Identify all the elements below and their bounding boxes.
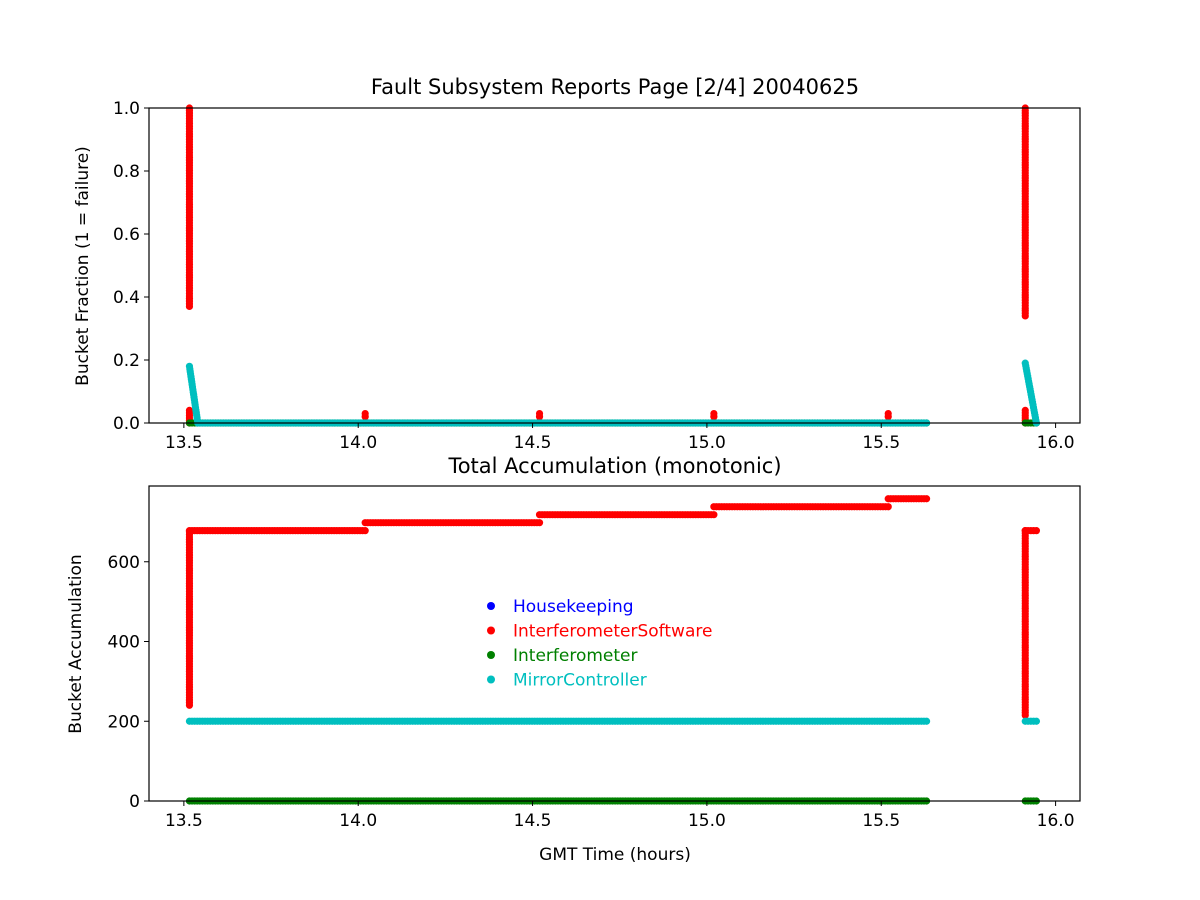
mirrorcontroller-point: [1032, 717, 1041, 725]
x-tick-label: 15.5: [862, 433, 900, 453]
fraction-chart-frame: [148, 107, 1081, 424]
interferometersoftware-point: [361, 527, 369, 535]
y-tick-label: 0.8: [113, 162, 140, 182]
y-tick-label: 600: [108, 553, 140, 573]
y-tick-label: 0.4: [113, 288, 140, 308]
legend-marker-interferometersoftware: [487, 626, 495, 635]
fraction-chart-marks: [185, 104, 1041, 427]
x-tick-label: 15.0: [688, 811, 726, 831]
interferometersoftware-point: [922, 495, 931, 503]
x-tick-label: 14.0: [339, 433, 377, 453]
interferometersoftware-point: [884, 503, 892, 511]
interferometersoftware-point: [535, 519, 544, 527]
legend-label-housekeeping: Housekeeping: [513, 597, 634, 617]
y-tick-label: 0: [129, 792, 140, 812]
accumulation-chart-xlabel: GMT Time (hours): [539, 845, 691, 865]
fraction-chart: Fault Subsystem Reports Page [2/4] 20040…: [73, 75, 1081, 453]
mirrorcontroller-point: [922, 717, 931, 725]
x-tick-label: 14.0: [339, 811, 377, 831]
legend-label-mirrorcontroller: MirrorController: [513, 671, 647, 691]
legend: Housekeeping InterferometerSoftware Interf…: [487, 597, 712, 691]
x-tick-label: 14.5: [514, 811, 552, 831]
y-tick-label: 0.6: [113, 225, 140, 245]
y-tick-label: 200: [108, 712, 140, 732]
legend-marker-mirrorcontroller: [487, 675, 495, 684]
x-tick-label: 15.0: [688, 433, 726, 453]
interferometersoftware-point: [1021, 406, 1029, 414]
x-tick-label: 15.5: [862, 811, 900, 831]
y-tick-label: 0.0: [113, 414, 140, 434]
interferometersoftware-point: [1032, 527, 1041, 535]
x-tick-label: 16.0: [1037, 433, 1075, 453]
interferometersoftware-point: [361, 409, 369, 418]
accumulation-chart: Total Accumulation (monotonic) Bucket Ac…: [66, 454, 1081, 865]
x-tick-label: 14.5: [514, 433, 552, 453]
fraction-chart-ylabel: Bucket Fraction (1 = failure): [73, 146, 93, 386]
fraction-chart-ticks: 13.5 14.0 14.5 15.0 15.5 16.0 0.0 0.2 0.4 0.6 0.8 1…: [113, 99, 1075, 453]
accumulation-chart-title: Total Accumulation (monotonic): [447, 454, 781, 478]
interferometersoftware-point: [710, 409, 718, 418]
interferometersoftware-point: [185, 406, 194, 414]
x-tick-label: 13.5: [165, 811, 203, 831]
interferometersoftware-point: [710, 511, 718, 519]
x-tick-label: 13.5: [165, 433, 203, 453]
accumulation-chart-ylabel: Bucket Accumulation: [66, 554, 86, 733]
y-tick-label: 400: [108, 633, 140, 653]
legend-marker-interferometer: [487, 651, 495, 659]
fraction-chart-title: Fault Subsystem Reports Page [2/4] 20040…: [371, 75, 859, 99]
y-tick-label: 0.2: [113, 351, 140, 371]
interferometersoftware-point: [535, 409, 544, 418]
x-tick-label: 16.0: [1037, 811, 1075, 831]
accumulation-chart-frame: [148, 485, 1081, 802]
legend-label-interferometersoftware: InterferometerSoftware: [513, 622, 712, 642]
y-tick-label: 1.0: [113, 99, 140, 119]
accumulation-chart-ticks: 13.5 14.0 14.5 15.0 15.5 16.0 0 200 400 600: [108, 553, 1075, 831]
legend-marker-housekeeping: [487, 602, 495, 610]
interferometersoftware-point: [884, 409, 892, 418]
legend-label-interferometer: Interferometer: [513, 646, 638, 666]
